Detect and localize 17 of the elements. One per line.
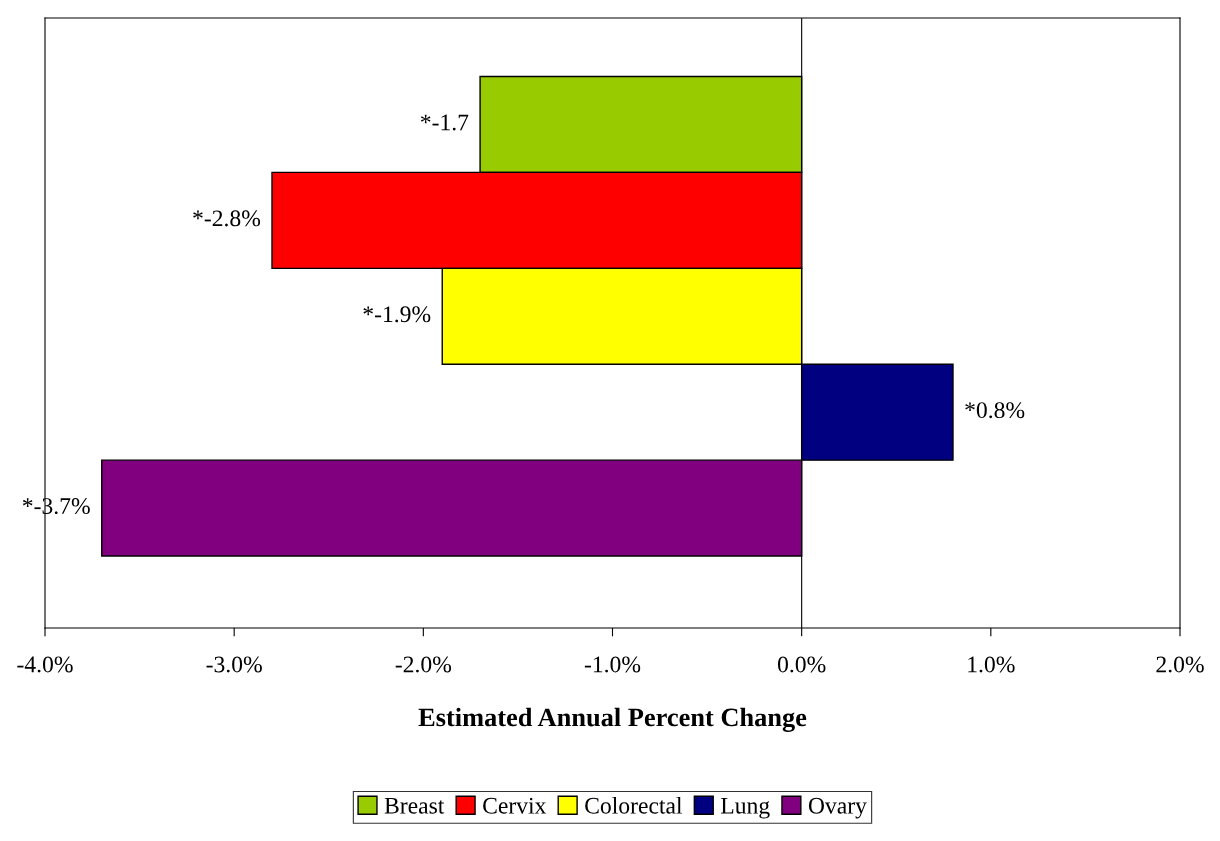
data-label: *0.8% (965, 402, 1025, 419)
x-tick-label: -3.0% (206, 656, 262, 673)
x-tick-label: 2.0% (1156, 656, 1204, 673)
legend-label: Breast (384, 797, 445, 814)
legend-label: Colorectal (585, 797, 683, 814)
legend-label: Lung (720, 797, 770, 819)
data-label: *-1.9% (363, 306, 431, 323)
legend-label: Ovary (808, 797, 867, 819)
x-tick-label: -4.0% (17, 656, 73, 673)
data-label: *-1.7 (420, 114, 469, 131)
x-axis-title: Estimated Annual Percent Change (418, 707, 807, 732)
x-tick-label: 1.0% (968, 656, 1015, 673)
x-tick-label: -2.0% (395, 656, 452, 673)
data-label: *-2.8% (193, 210, 261, 227)
x-tick-label: -1.0% (584, 656, 641, 673)
legend-label: Cervix (483, 797, 547, 814)
x-tick-label: 0.0% (777, 656, 826, 673)
